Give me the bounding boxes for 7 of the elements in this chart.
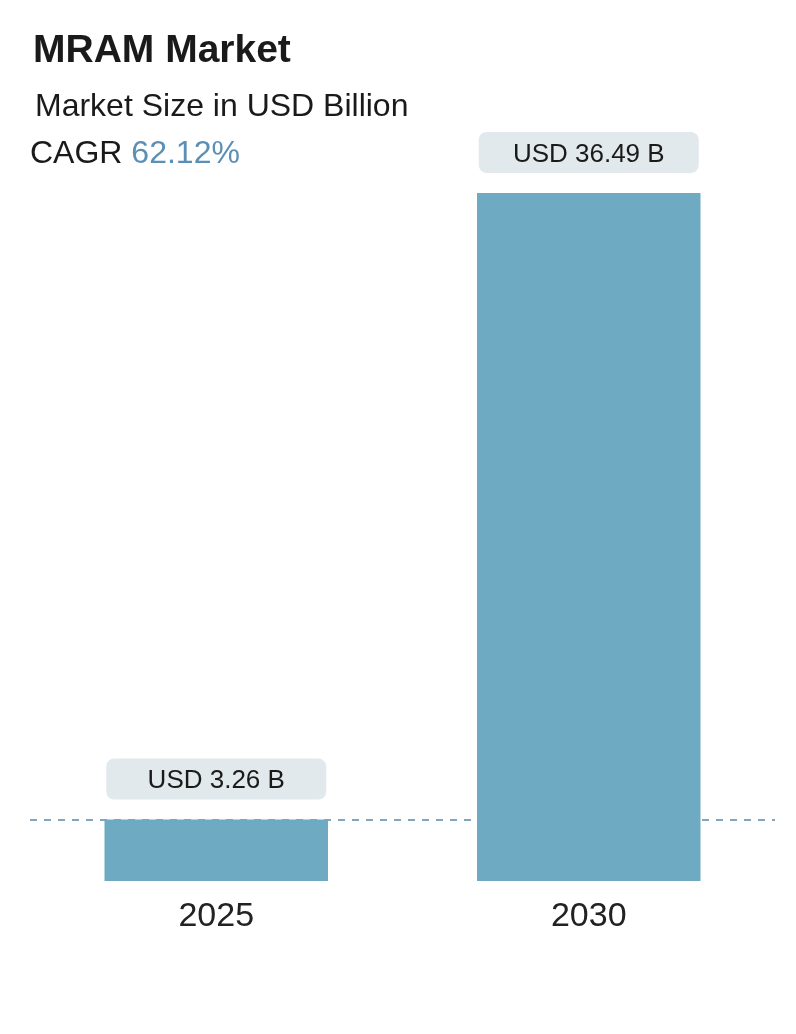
x-tick-label: 2025 [178, 895, 255, 933]
chart-title: MRAM Market [33, 27, 291, 70]
chart-subtitle: Market Size in USD Billion [35, 87, 409, 123]
data-label: USD 3.26 B [147, 764, 285, 795]
text: CAGR 62.12% [30, 134, 240, 170]
x-tick-label: 2030 [550, 895, 627, 933]
data-label: USD 36.49 B [512, 137, 665, 168]
